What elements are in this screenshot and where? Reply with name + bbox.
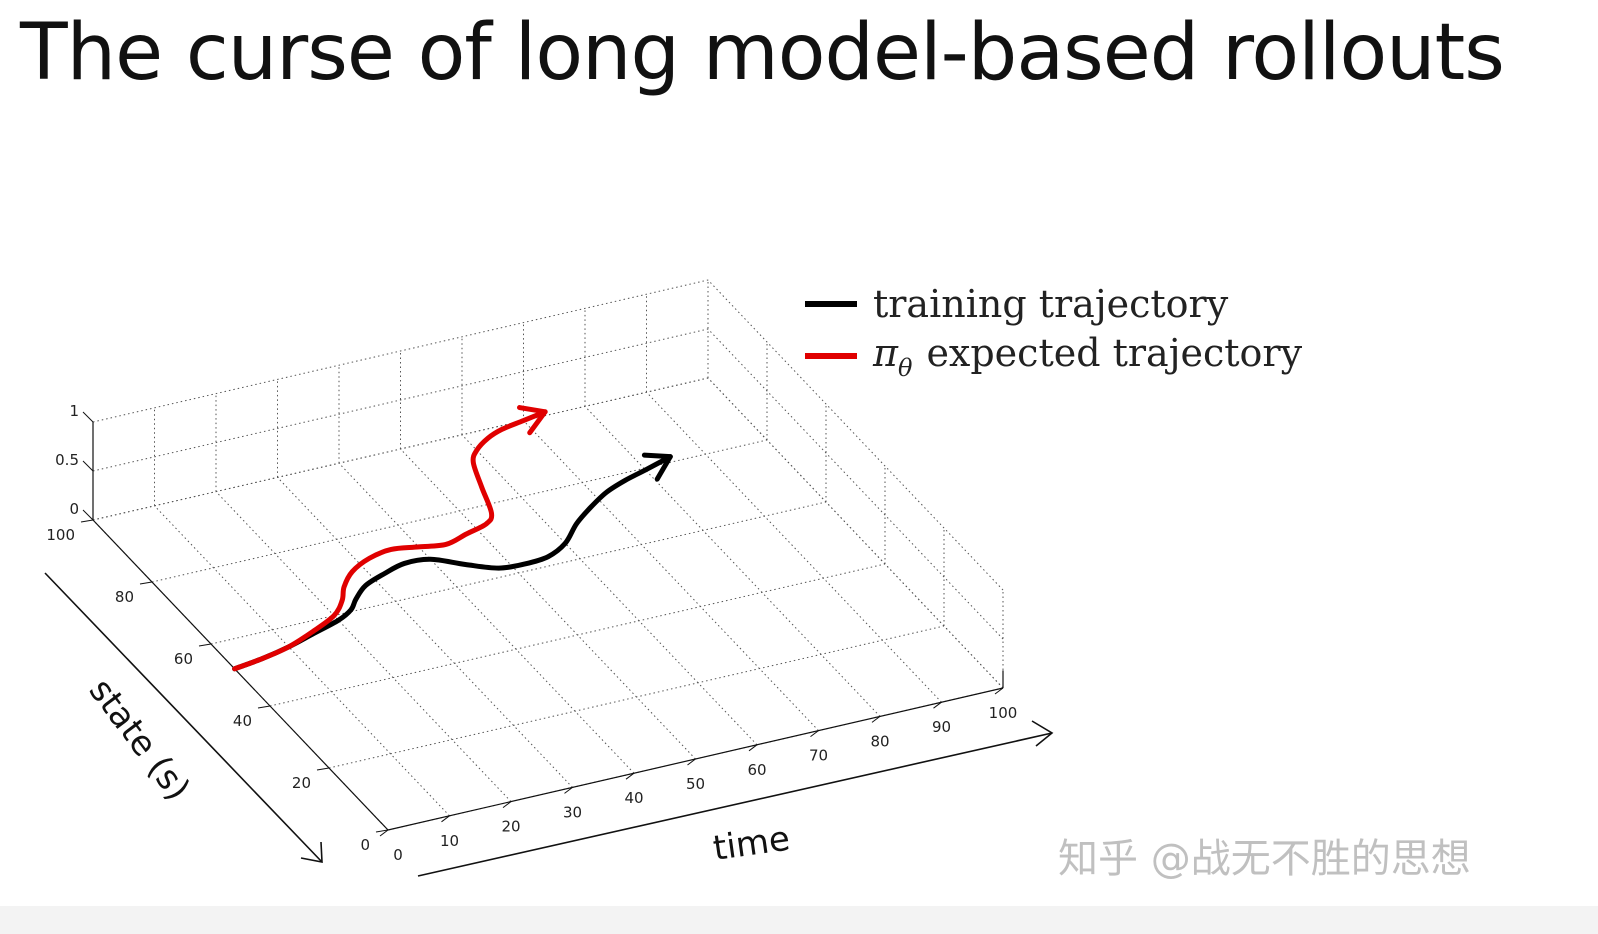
x-axis-arrowhead [1031,720,1054,747]
x-tick-mark [441,815,450,823]
series-line-training [232,454,673,672]
x-tick-label: 50 [686,775,705,793]
back-grid-line-z [92,377,709,521]
floor-grid-line-x [215,491,512,802]
y-tick-mark [316,767,330,771]
slide-title: The curse of long model-based rollouts [20,8,1505,98]
legend-item-training: training trajectory [805,278,1302,330]
x-tick-label: 10 [440,832,459,850]
floor-grid-line-y [210,501,827,645]
series-line-expected [232,409,548,672]
z-tick-mark [82,460,94,472]
back-grid-line-z [92,279,709,423]
y-axis-arrowhead [300,841,323,863]
floor-grid-line-x [338,462,635,774]
series-layer [232,405,673,672]
floor-grid-line-x [584,406,881,717]
floor-grid-line-x [277,477,573,788]
z-tick-mark [82,509,94,521]
x-tick-label: 0 [393,846,403,864]
x-tick-label: 100 [989,704,1018,722]
floor-grid-line-x [646,391,942,703]
z-tick-label: 1 [69,402,79,420]
x-tick-mark [502,801,512,808]
y-tick-label: 100 [46,526,75,544]
side-grid-line-z [707,377,1004,689]
z-tick-label: 0 [69,500,79,518]
x-tick-mark [564,787,573,794]
axis-lines [44,411,1054,877]
y-axis-arrow [44,572,323,863]
z-tick-mark [82,411,94,423]
side-wall-grid [707,279,1004,689]
watermark: 知乎 @战无不胜的思想 [1058,836,1471,882]
y-tick-label: 20 [292,774,311,792]
floor-grid-line-y [151,439,768,583]
bottom-band [0,906,1598,934]
expected-label-text: expected trajectory [926,330,1303,375]
x-tick-mark [871,716,881,723]
x-tick-label: 70 [809,747,828,765]
y-tick-mark [198,643,212,647]
legend-swatch-black [805,301,857,307]
x-tick-mark [687,758,696,766]
legend-label-training: training trajectory [873,282,1229,326]
legend: training trajectory πθ expected trajector… [805,278,1302,382]
x-tick-label: 40 [624,789,643,807]
floor-grid-line-y [328,625,945,769]
x-axis-arrow [417,732,1053,877]
x-tick-label: 90 [932,718,951,736]
x-tick-mark [379,829,389,837]
y-axis-label: state (s) [81,671,198,808]
floor-grid-line-y [269,563,886,707]
z-tick-label: 0.5 [55,451,79,469]
y-tick-label: 40 [233,712,252,730]
floor-grid-line-x [400,448,696,760]
x-tick-label: 60 [747,761,766,779]
floor-grid-line-x [461,434,758,746]
y-tick-mark [80,519,94,523]
y-tick-label: 60 [174,650,193,668]
axis-titles: time state (s) [81,671,793,869]
x-tick-mark [810,730,819,737]
x-tick-label: 20 [501,818,520,836]
side-grid-line-z [707,279,1004,591]
y-tick-label: 80 [115,588,134,606]
x-tick-mark [933,701,942,709]
legend-swatch-red [805,353,857,359]
x-tick-mark [994,687,1004,695]
x-tick-label: 80 [870,732,889,750]
x-tick-label: 30 [563,803,582,821]
x-tick-mark [748,744,758,752]
legend-item-expected: πθ expected trajectory [805,330,1302,382]
back-wall-grid [92,279,709,521]
floor-grid [92,377,1004,831]
series-line-training-arrowhead [641,452,673,482]
y-tick-mark [257,705,271,709]
theta-subscript: θ [897,353,913,382]
y-axis-line [92,519,389,831]
x-axis-label: time [711,819,793,869]
legend-label-expected: πθ expected trajectory [873,331,1302,382]
floor-grid-line-x [523,420,819,731]
side-grid-line-z [707,328,1004,640]
tick-labels: 0 10 20 30 40 50 60 70 80 90 100 0 20 40 60 80 100 0 0.5 1 [46,402,1017,864]
series-line-expected-arrowhead [517,405,548,436]
floor-grid-line-x [154,505,450,817]
x-tick-mark [625,772,635,780]
pi-symbol: π [873,330,898,375]
y-tick-mark [375,829,389,833]
back-grid-line-z [92,328,709,472]
y-tick-mark [139,581,153,585]
y-tick-label: 0 [360,836,370,854]
